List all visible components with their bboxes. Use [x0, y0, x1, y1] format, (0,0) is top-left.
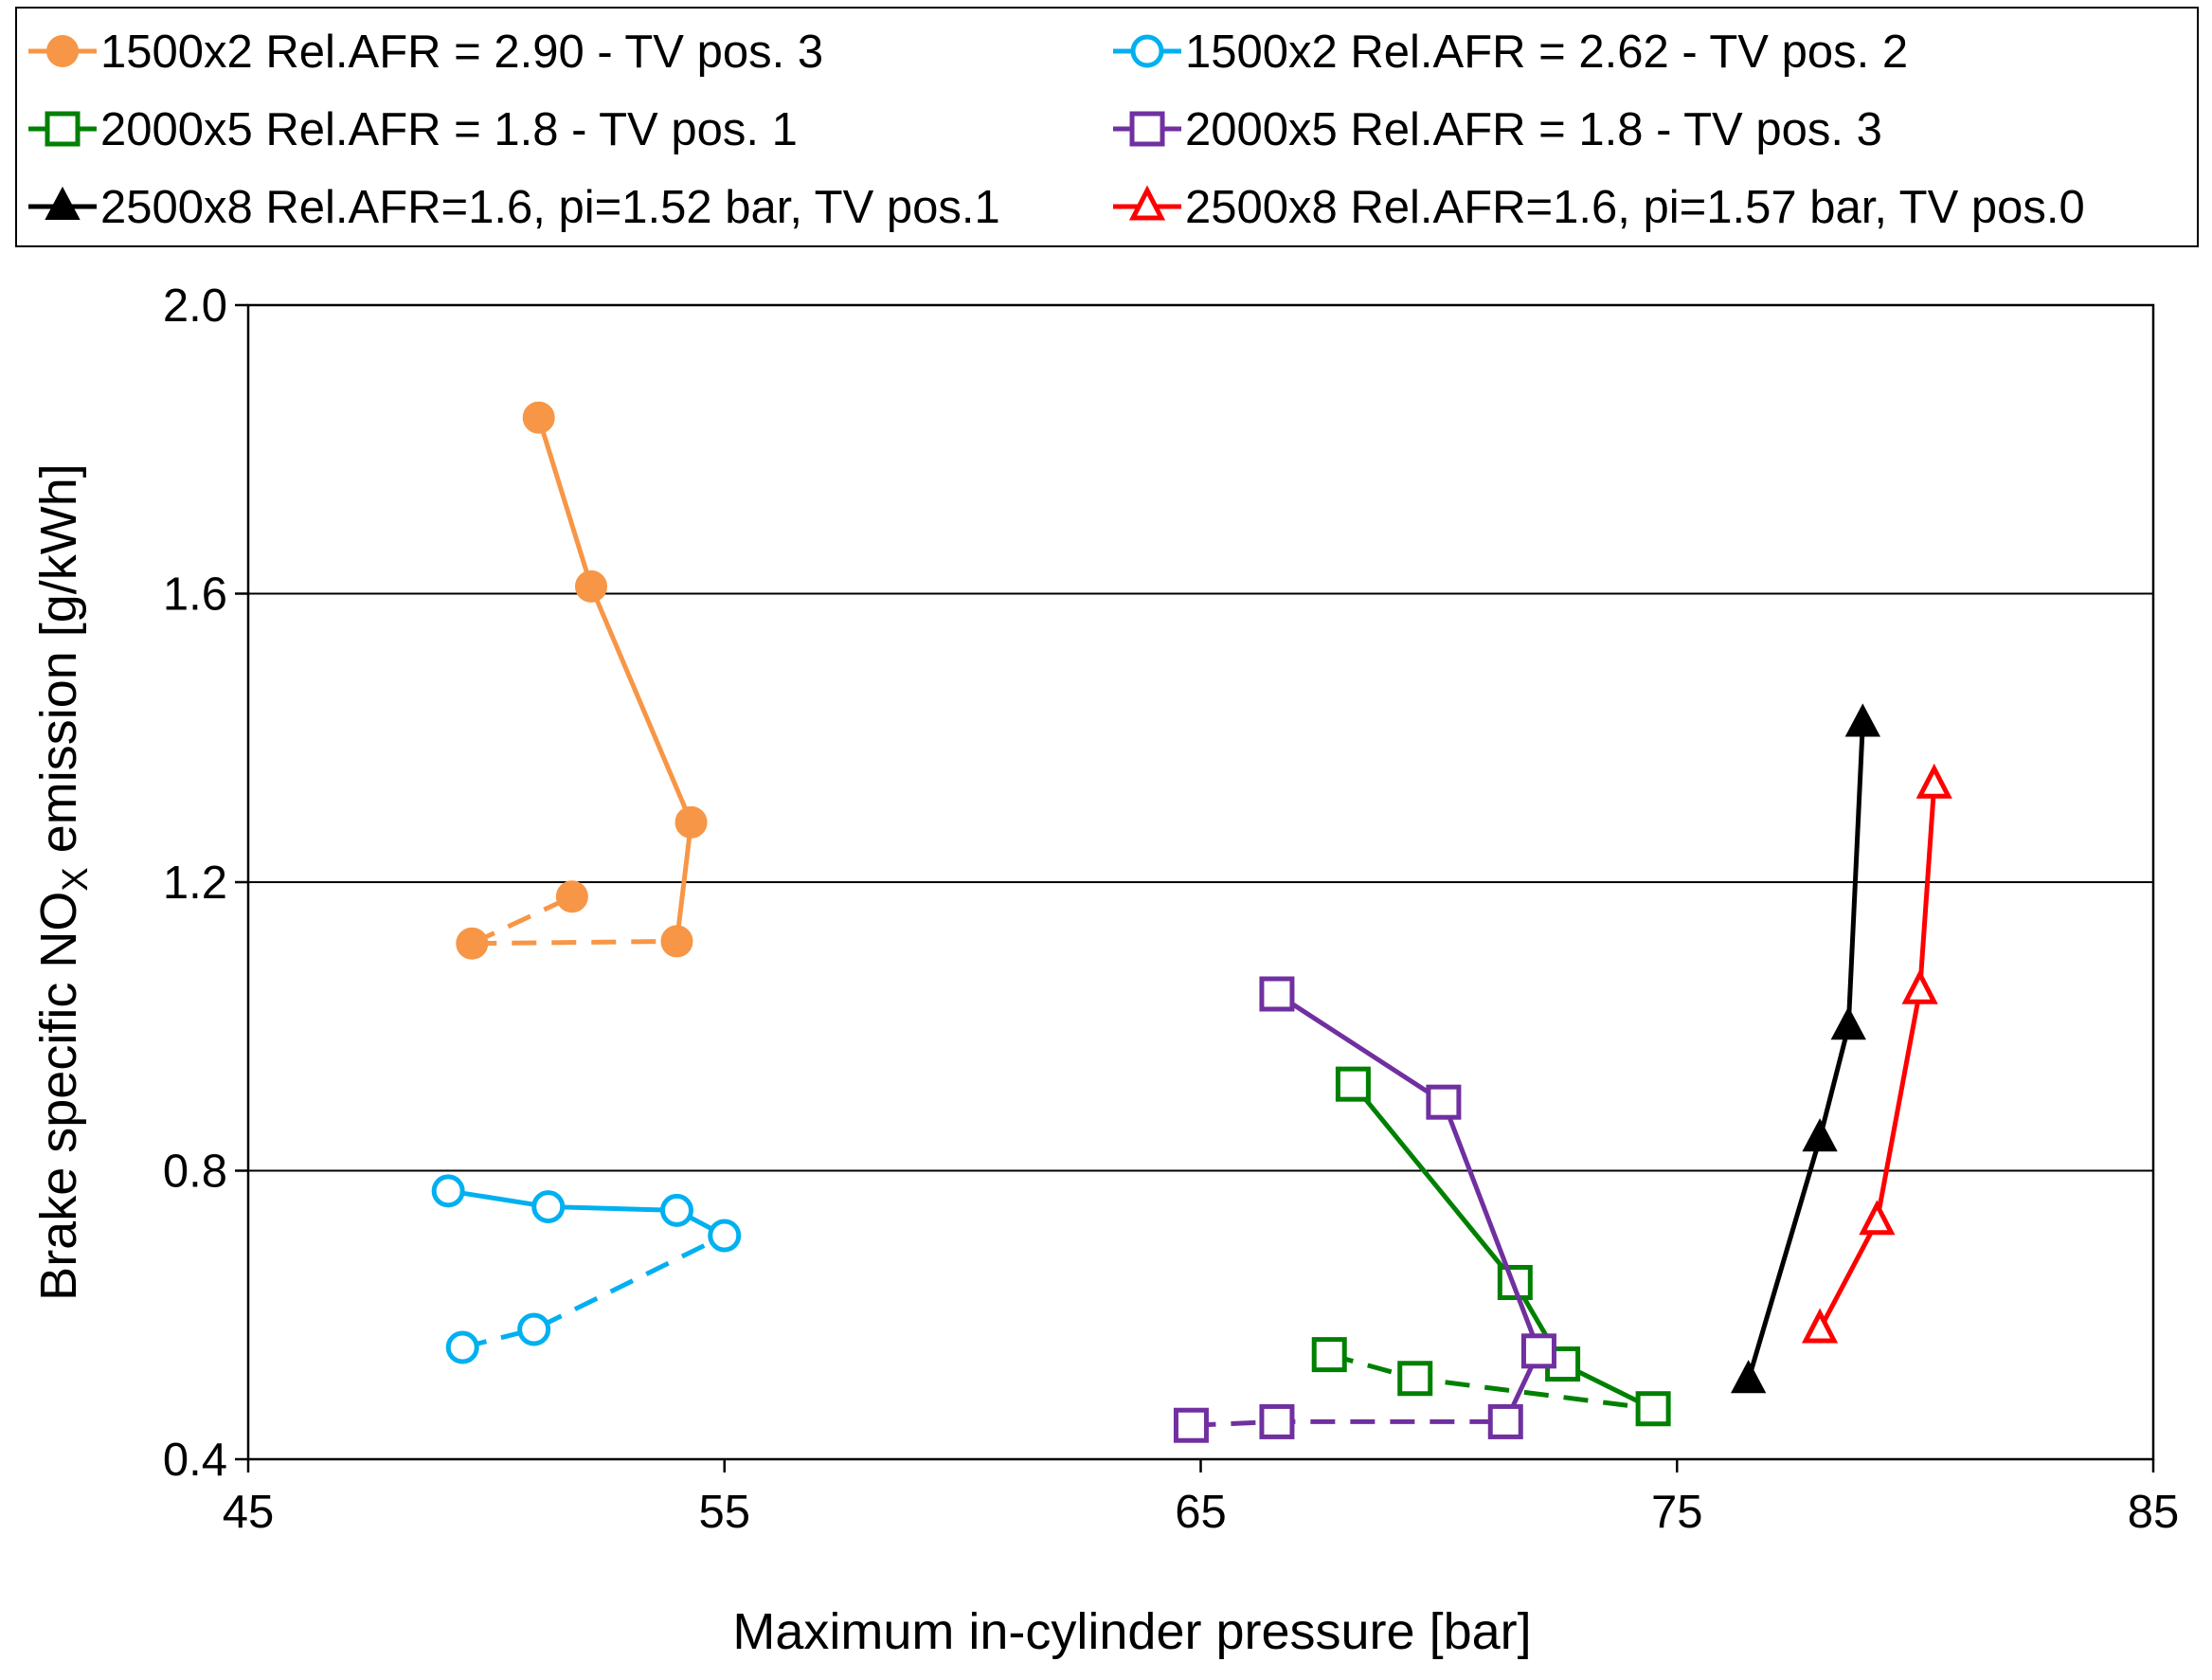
- y-axis-title-rest: emission [g/kWh]: [30, 463, 87, 867]
- series-3-point-1: [1426, 1084, 1462, 1120]
- series-0-point-4: [456, 927, 489, 960]
- y-tick-label-1: 0.8: [163, 1147, 227, 1198]
- x-tick-label-0: 45: [223, 1487, 275, 1538]
- series-2-point-4: [1311, 1337, 1347, 1373]
- series-1-dashed-line: [461, 1233, 726, 1350]
- legend-marker-1: [1130, 34, 1164, 68]
- plot-area: 0.4 0.8 1.2 1.6 2.0 45 55 65 75 85: [163, 280, 2179, 1538]
- y-axis-title-main: Brake specific NO: [30, 892, 87, 1301]
- legend-entry-5: 2500x8 Rel.AFR=1.6, pi=1.57 bar, TV pos.…: [1113, 182, 2085, 233]
- legend-label-1: 1500x2 Rel.AFR = 2.62 - TV pos. 2: [1185, 27, 1908, 78]
- x-tick-label-3: 75: [1651, 1487, 1703, 1538]
- y-axis-title-subscript: X: [56, 867, 96, 891]
- series-layer: [431, 401, 1952, 1443]
- series-3-solid-line: [1275, 991, 1541, 1423]
- series-2-point-3: [1635, 1391, 1671, 1427]
- series-2-point-0: [1335, 1066, 1371, 1102]
- legend-marker-3: [1129, 111, 1165, 147]
- x-tick-label-1: 55: [698, 1487, 750, 1538]
- series-2-point-5: [1397, 1361, 1433, 1397]
- legend-marker-4: [45, 186, 81, 220]
- series-0-point-1: [574, 569, 607, 603]
- y-tick-label-4: 2.0: [163, 280, 227, 332]
- series-1: [431, 1174, 742, 1364]
- series-5-point-2: [1901, 968, 1938, 1004]
- legend-marker-2: [45, 111, 81, 147]
- legend-label-3: 2000x5 Rel.AFR = 1.8 - TV pos. 3: [1185, 104, 1882, 155]
- series-4-point-2: [1830, 1006, 1866, 1040]
- series-1-point-0: [431, 1174, 465, 1208]
- x-tick-label-2: 65: [1175, 1487, 1227, 1538]
- series-0-point-0: [522, 401, 555, 434]
- series-1-solid-line: [447, 1188, 726, 1238]
- series-0-solid-line: [536, 417, 694, 942]
- series-2-solid-line: [1351, 1082, 1655, 1411]
- x-tick-label-4: 85: [2128, 1487, 2180, 1538]
- legend-label-0: 1500x2 Rel.AFR = 2.90 - TV pos. 3: [100, 27, 823, 78]
- series-0-dashed-branch: [471, 894, 573, 946]
- legend-label-2: 2000x5 Rel.AFR = 1.8 - TV pos. 1: [100, 104, 798, 155]
- series-0-point-3: [660, 925, 693, 958]
- series-4: [1730, 703, 1880, 1394]
- series-3-point-4: [1173, 1407, 1209, 1443]
- series-1-point-5: [517, 1312, 551, 1346]
- series-1-point-3: [708, 1219, 742, 1253]
- legend-label-4: 2500x8 Rel.AFR=1.6, pi=1.52 bar, TV pos.…: [100, 182, 1000, 233]
- series-5-point-3: [1915, 763, 1952, 799]
- series-5-point-0: [1801, 1308, 1839, 1344]
- series-5-point-1: [1859, 1200, 1896, 1236]
- series-0: [456, 401, 708, 960]
- legend-entry-4: 2500x8 Rel.AFR=1.6, pi=1.52 bar, TV pos.…: [28, 182, 1000, 233]
- legend: 1500x2 Rel.AFR = 2.90 - TV pos. 3 1500x2 …: [15, 7, 2199, 247]
- legend-frame: [15, 7, 2199, 247]
- series-0-point-5: [555, 880, 588, 913]
- legend-entry-1: 1500x2 Rel.AFR = 2.62 - TV pos. 2: [1113, 27, 1908, 78]
- series-0-dashed-line: [472, 938, 677, 947]
- legend-entry-2: 2000x5 Rel.AFR = 1.8 - TV pos. 1: [28, 104, 798, 155]
- legend-marker-0: [46, 35, 79, 67]
- y-tick-label-3: 1.6: [163, 569, 227, 621]
- series-5: [1801, 763, 1952, 1344]
- series-3-point-3: [1487, 1403, 1523, 1439]
- legend-label-5: 2500x8 Rel.AFR=1.6, pi=1.57 bar, TV pos.…: [1185, 182, 2085, 233]
- series-3: [1173, 976, 1556, 1443]
- series-3-point-0: [1259, 976, 1295, 1012]
- series-5-solid-line: [1817, 785, 1937, 1331]
- legend-entry-3: 2000x5 Rel.AFR = 1.8 - TV pos. 3: [1113, 104, 1882, 155]
- legend-marker-5: [1128, 185, 1166, 221]
- series-1-point-1: [531, 1190, 566, 1224]
- x-axis-title: Maximum in-cylinder pressure [bar]: [732, 1603, 1531, 1660]
- series-1-point-2: [659, 1193, 693, 1227]
- series-4-point-0: [1730, 1360, 1767, 1394]
- y-tick-label-2: 1.2: [163, 858, 227, 909]
- y-axis-title: Brake specific NOX emission [g/kWh]: [30, 463, 96, 1301]
- series-0-point-2: [674, 805, 708, 839]
- series-4-solid-line: [1746, 723, 1865, 1381]
- y-tick-label-0: 0.4: [163, 1435, 227, 1486]
- legend-entry-0: 1500x2 Rel.AFR = 2.90 - TV pos. 3: [28, 27, 823, 78]
- axis-ticks: 0.4 0.8 1.2 1.6 2.0 45 55 65 75 85: [163, 280, 2179, 1538]
- series-1-point-4: [445, 1330, 479, 1364]
- series-4-point-3: [1844, 703, 1880, 737]
- series-3-point-2: [1520, 1333, 1556, 1369]
- series-3-point-5: [1259, 1403, 1295, 1439]
- series-4-point-1: [1802, 1118, 1838, 1152]
